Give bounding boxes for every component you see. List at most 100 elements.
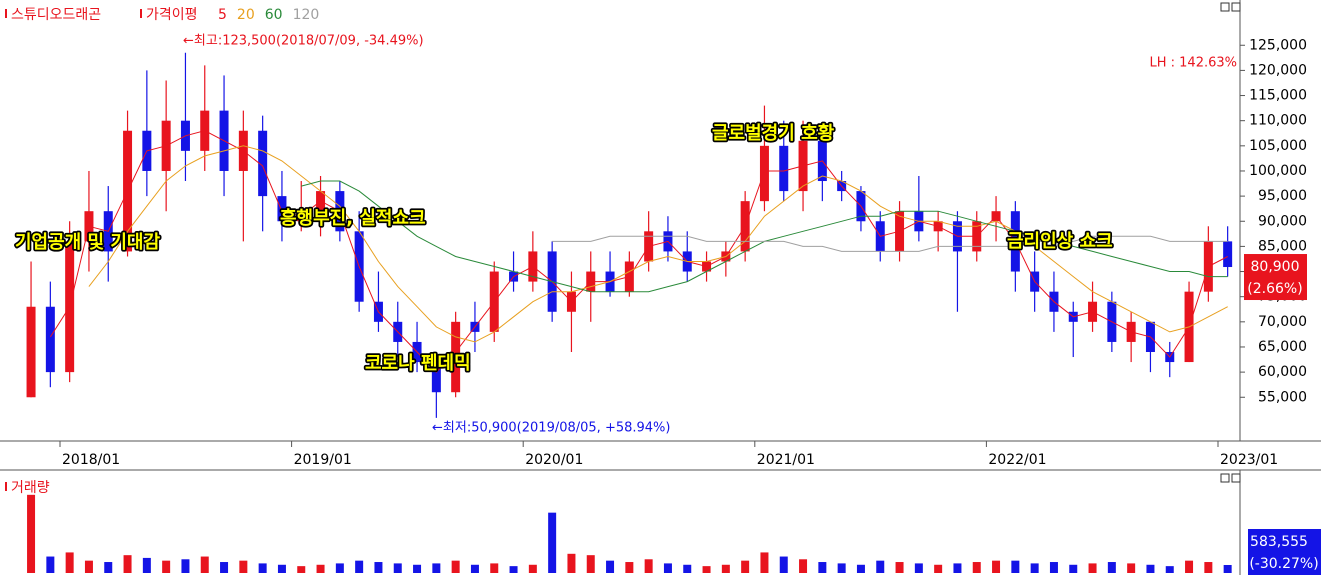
volume-bar — [84, 560, 93, 573]
volume-bar — [277, 564, 286, 573]
y-tick-label: 110,000 — [1249, 113, 1307, 129]
volume-bar — [1185, 560, 1194, 573]
candle-body — [277, 196, 287, 222]
volume-bar — [46, 556, 55, 573]
legend-marker — [140, 9, 142, 18]
candle-body — [759, 145, 769, 202]
volume-bar — [258, 563, 267, 573]
volume-bar — [1069, 564, 1078, 573]
x-tick-label: 2020/01 — [525, 452, 583, 468]
legend-entry: 20 — [237, 7, 255, 23]
y-tick-label: 90,000 — [1258, 213, 1307, 229]
y-tick-label: 95,000 — [1258, 188, 1307, 204]
volume-change: (-30.27%) — [1249, 556, 1318, 572]
annotation: 금리인상 쇼크 — [1007, 231, 1113, 252]
volume-bar — [200, 556, 209, 573]
pane-button[interactable] — [1231, 2, 1241, 12]
y-tick-label: 120,000 — [1249, 62, 1307, 78]
y-tick-label: 85,000 — [1258, 238, 1307, 254]
volume-bar — [644, 559, 653, 573]
high-label: ←최고:123,500(2018/07/09, -34.49%) — [183, 34, 424, 49]
volume-title: 거래량 — [11, 480, 50, 496]
volume-bar — [470, 564, 479, 573]
volume-bar — [104, 562, 113, 573]
volume-bar — [856, 564, 865, 573]
price-change: (2.66%) — [1247, 281, 1302, 297]
volume-bar — [316, 564, 325, 573]
volume-bar — [683, 564, 692, 573]
volume-bar — [1165, 566, 1174, 573]
volume-bar — [914, 563, 923, 573]
last-volume: 583,555 — [1250, 534, 1308, 550]
y-tick-label: 65,000 — [1258, 339, 1307, 355]
volume-bar — [567, 553, 576, 573]
volume-bar — [1146, 564, 1155, 573]
volume-bar — [663, 563, 672, 573]
volume-bar — [65, 552, 74, 573]
volume-bar — [123, 555, 132, 573]
volume-bar — [548, 512, 557, 573]
volume-bar — [413, 564, 422, 573]
pane-button[interactable] — [1220, 2, 1230, 12]
volume-bar — [972, 562, 981, 573]
volume-bar — [799, 559, 808, 573]
annotation: 흥행부진, 실적쇼크 — [280, 207, 426, 229]
volume-bar — [992, 560, 1001, 573]
volume-bar — [837, 563, 846, 573]
volume-bar — [953, 563, 962, 573]
volume-bar — [721, 564, 730, 573]
volume-bar — [1204, 562, 1213, 573]
pane-button[interactable] — [1231, 473, 1241, 483]
volume-bar — [934, 564, 943, 573]
candle-body — [451, 321, 461, 393]
volume-bar — [181, 559, 190, 573]
volume-bar — [451, 560, 460, 573]
volume-bar — [220, 562, 229, 573]
x-tick-label: 2019/01 — [294, 452, 352, 468]
moving-average-line — [49, 130, 1228, 373]
x-tick-label: 2018/01 — [62, 452, 120, 468]
low-label: ←최저:50,900(2019/08/05, +58.94%) — [432, 421, 670, 436]
volume-bar — [335, 563, 344, 573]
y-tick-label: 115,000 — [1249, 88, 1307, 104]
legend-title: 가격이평 — [146, 7, 198, 23]
legend-entry: 5 — [218, 7, 227, 23]
x-tick-label: 2022/01 — [988, 452, 1046, 468]
volume-box — [1248, 529, 1321, 575]
volume-bar — [239, 560, 248, 573]
volume-bar — [432, 563, 441, 573]
volume-bar — [1127, 563, 1136, 573]
candle-body — [779, 145, 789, 192]
volume-bar — [606, 560, 615, 573]
volume-bar — [509, 566, 518, 573]
volume-bar — [297, 566, 306, 573]
annotation: 글로벌경기 호황 — [712, 123, 835, 144]
candle-body — [431, 362, 441, 393]
price-box — [1244, 254, 1307, 301]
y-tick-label: 125,000 — [1249, 37, 1307, 53]
volume-bar — [895, 562, 904, 573]
volume-bar — [1223, 564, 1232, 573]
legend-entry: 60 — [265, 7, 283, 23]
volume-bar — [1088, 563, 1097, 573]
legend-marker — [5, 9, 7, 18]
volume-bar — [355, 560, 364, 573]
volume-bar — [1049, 562, 1058, 573]
volume-bar — [876, 560, 885, 573]
x-tick-label: 2021/01 — [757, 452, 815, 468]
pane-button[interactable] — [1220, 473, 1230, 483]
volume-bar — [27, 494, 36, 573]
volume-bar — [1011, 560, 1020, 573]
legend-marker — [5, 482, 7, 491]
volume-bar — [393, 563, 402, 573]
volume-bar — [528, 564, 537, 573]
volume-bar — [142, 557, 151, 573]
volume-bar — [625, 562, 634, 573]
volume-bar — [490, 563, 499, 573]
y-tick-label: 55,000 — [1258, 389, 1307, 405]
candle-body — [258, 130, 268, 197]
y-tick-label: 60,000 — [1258, 364, 1307, 380]
annotation: 코로나 펜데믹 — [365, 353, 471, 374]
